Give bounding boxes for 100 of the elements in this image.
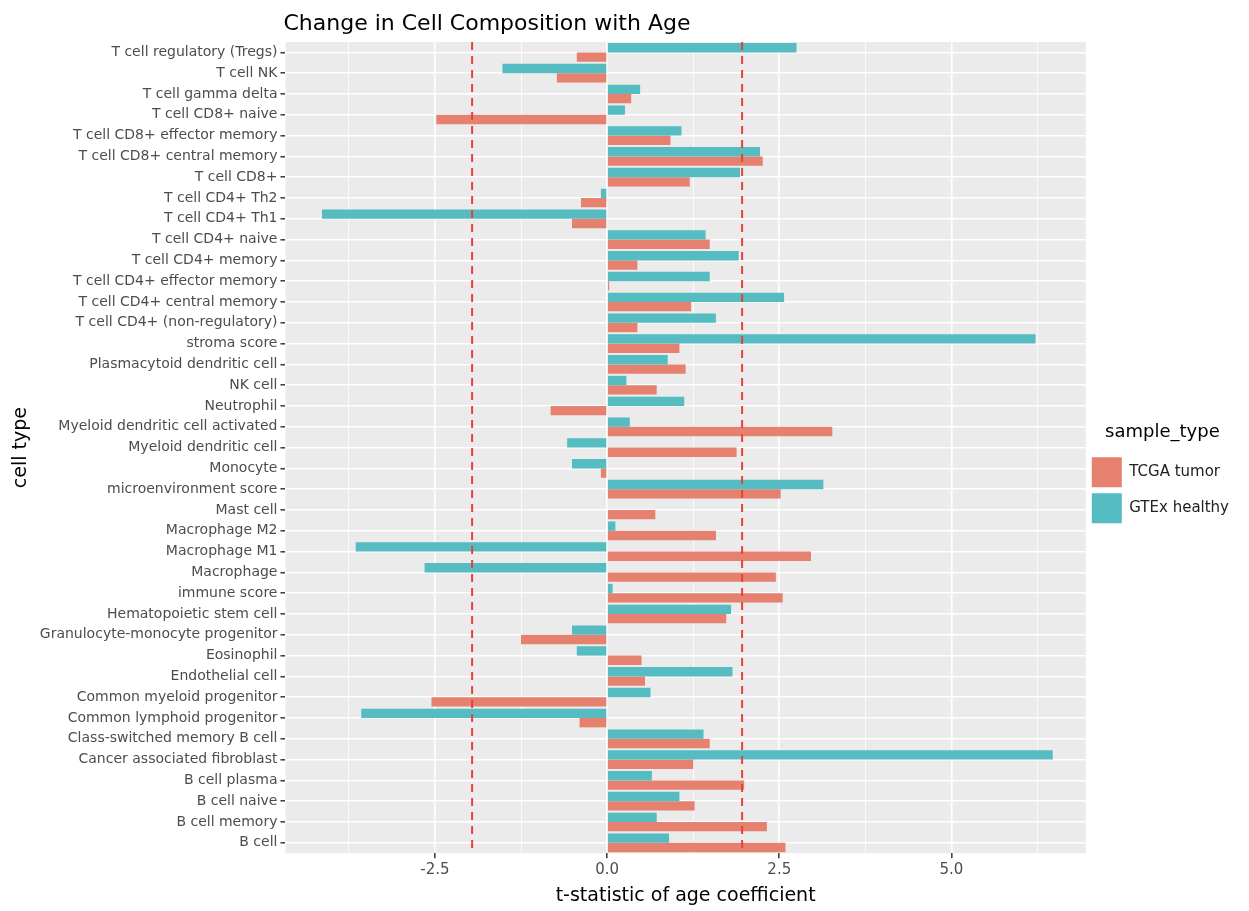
bar bbox=[607, 43, 797, 53]
y-tick-label: Neutrophil bbox=[204, 396, 278, 413]
bar bbox=[607, 780, 745, 790]
bar bbox=[607, 801, 695, 811]
bar bbox=[607, 126, 682, 136]
bar bbox=[607, 738, 710, 749]
bar bbox=[567, 438, 607, 448]
y-tick-label: T cell CD4+ effector memory bbox=[71, 271, 278, 288]
bar bbox=[607, 521, 616, 531]
bar bbox=[607, 572, 776, 582]
y-tick-label: T cell CD4+ Th1 bbox=[162, 209, 278, 226]
bar bbox=[580, 198, 607, 208]
bar bbox=[607, 251, 739, 261]
y-tick-label: B cell naive bbox=[196, 791, 278, 808]
bar bbox=[607, 750, 1053, 760]
bar bbox=[607, 156, 763, 166]
bar bbox=[607, 271, 710, 282]
bar bbox=[607, 530, 716, 541]
y-tick-label: Myeloid dendritic cell activated bbox=[58, 417, 278, 434]
y-tick-label: Plasmacytoid dendritic cell bbox=[89, 355, 278, 372]
bar bbox=[607, 94, 632, 104]
bar bbox=[607, 489, 781, 499]
y-tick-label: T cell CD8+ effector memory bbox=[71, 126, 278, 143]
y-tick-label: T cell CD8+ bbox=[193, 167, 278, 184]
bar bbox=[431, 697, 607, 707]
bar bbox=[607, 729, 704, 739]
bar bbox=[607, 687, 651, 698]
bar bbox=[607, 655, 642, 665]
y-tick-label: T cell regulatory (Tregs) bbox=[110, 43, 278, 60]
bar bbox=[607, 593, 783, 603]
bar bbox=[607, 417, 630, 427]
chart-title: Change in Cell Composition with Age bbox=[283, 10, 691, 35]
bar bbox=[607, 334, 1036, 344]
y-tick-label: T cell CD4+ central memory bbox=[77, 292, 278, 309]
y-tick-label: T cell CD4+ Th2 bbox=[162, 188, 278, 205]
bar bbox=[607, 604, 732, 614]
bar bbox=[607, 135, 671, 145]
y-tick-label: Common myeloid progenitor bbox=[76, 687, 278, 704]
legend-label: TCGA tumor bbox=[1128, 462, 1221, 481]
x-tick-label: 2.5 bbox=[767, 860, 792, 879]
y-tick-label: Myeloid dendritic cell bbox=[128, 438, 278, 455]
x-tick-label: 0.0 bbox=[595, 860, 620, 879]
y-tick-label: T cell gamma delta bbox=[141, 84, 278, 101]
bar bbox=[607, 364, 686, 374]
y-tick-label: T cell CD4+ (non-regulatory) bbox=[74, 313, 278, 330]
y-axis-title: cell type bbox=[8, 407, 31, 489]
y-tick-label: Common lymphoid progenitor bbox=[67, 708, 278, 725]
bar bbox=[607, 676, 645, 686]
bar bbox=[607, 239, 710, 249]
bar bbox=[571, 459, 607, 469]
bar bbox=[607, 385, 657, 395]
bar bbox=[607, 822, 767, 832]
bar bbox=[607, 842, 786, 853]
y-tick-label: T cell CD4+ memory bbox=[130, 251, 278, 268]
bar bbox=[424, 563, 607, 573]
y-tick-label: immune score bbox=[177, 583, 278, 600]
bar bbox=[607, 375, 627, 386]
y-tick-label: Eosinophil bbox=[205, 646, 278, 663]
bar bbox=[607, 322, 638, 333]
bar bbox=[607, 479, 824, 490]
y-tick-label: B cell memory bbox=[176, 812, 278, 829]
bar bbox=[607, 551, 811, 561]
y-tick-label: T cell CD4+ naive bbox=[151, 230, 278, 247]
bar bbox=[321, 209, 607, 219]
bar bbox=[607, 583, 613, 594]
bar bbox=[607, 105, 626, 115]
bar bbox=[607, 426, 833, 437]
y-tick-label: Endothelial cell bbox=[170, 667, 278, 684]
bar bbox=[607, 84, 641, 94]
y-tick-label: Macrophage bbox=[191, 563, 278, 580]
bar bbox=[607, 667, 733, 677]
y-tick-label: Mast cell bbox=[215, 500, 278, 517]
bar bbox=[607, 396, 685, 406]
legend-label: GTEx healthy bbox=[1129, 498, 1230, 517]
bar bbox=[607, 355, 668, 365]
y-tick-label: B cell plasma bbox=[184, 771, 278, 788]
bar bbox=[571, 625, 607, 635]
x-tick-label: 5.0 bbox=[939, 860, 964, 879]
bar bbox=[607, 177, 690, 187]
y-tick-label: Cancer associated fibroblast bbox=[78, 750, 278, 767]
y-tick-label: T cell CD8+ central memory bbox=[77, 147, 278, 164]
y-tick-label: NK cell bbox=[229, 375, 278, 392]
bar bbox=[556, 73, 607, 83]
y-tick-label: T cell NK bbox=[215, 63, 279, 80]
bar bbox=[607, 447, 737, 457]
y-tick-label: Class-switched memory B cell bbox=[67, 729, 278, 746]
bar bbox=[607, 260, 638, 270]
bar bbox=[607, 614, 727, 624]
y-tick-label: T cell CD8+ naive bbox=[151, 105, 278, 122]
y-tick-label: Macrophage M2 bbox=[165, 521, 278, 538]
bar bbox=[600, 468, 607, 478]
bar bbox=[607, 292, 785, 302]
bar bbox=[607, 313, 716, 323]
y-tick-label: B cell bbox=[239, 833, 278, 850]
legend-title: sample_type bbox=[1105, 420, 1220, 443]
bar bbox=[502, 63, 607, 74]
bar bbox=[607, 167, 741, 178]
bar bbox=[607, 759, 694, 769]
bar bbox=[521, 634, 607, 645]
y-tick-label: Granulocyte-monocyte progenitor bbox=[39, 625, 278, 642]
